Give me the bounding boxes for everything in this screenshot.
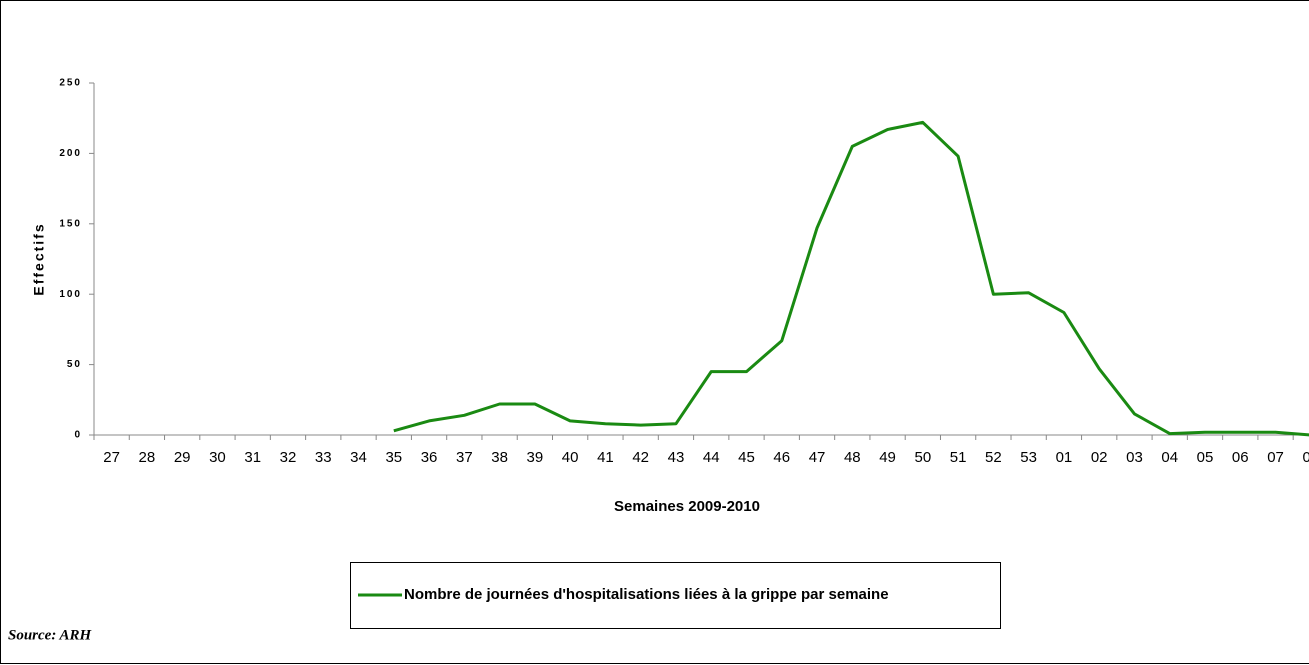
y-tick-label: 50 <box>67 359 82 370</box>
x-tick-label: 52 <box>985 449 1002 466</box>
x-tick-label: 42 <box>632 449 649 466</box>
x-tick-label: 47 <box>809 449 826 466</box>
x-tick-label: 48 <box>844 449 861 466</box>
x-tick-label: 28 <box>139 449 156 466</box>
x-tick-label: 02 <box>1091 449 1108 466</box>
y-tick-label: 150 <box>59 218 82 229</box>
x-tick-label: 36 <box>421 449 438 466</box>
data-line <box>393 120 1309 437</box>
y-tick-label: 100 <box>59 289 82 300</box>
legend-label: Nombre de journées d'hospitalisations li… <box>404 586 889 603</box>
x-axis-label: Semaines 2009-2010 <box>614 498 760 515</box>
x-tick-label: 01 <box>1056 449 1073 466</box>
x-tick-label: 30 <box>209 449 226 466</box>
x-tick-label: 45 <box>738 449 755 466</box>
x-tick-label: 35 <box>385 449 402 466</box>
y-axis-label: Effectifs <box>31 222 47 295</box>
x-tick-label: 27 <box>103 449 120 466</box>
x-tick-label: 44 <box>703 449 720 466</box>
x-tick-label: 53 <box>1020 449 1037 466</box>
x-tick-label: 43 <box>668 449 685 466</box>
x-tick-label: 46 <box>773 449 790 466</box>
x-tick-label: 34 <box>350 449 367 466</box>
y-tick-label: 250 <box>59 78 82 89</box>
x-tick-label: 39 <box>527 449 544 466</box>
legend-box <box>350 562 1001 629</box>
x-tick-label: 33 <box>315 449 332 466</box>
x-tick-label: 29 <box>174 449 191 466</box>
x-tick-label: 37 <box>456 449 473 466</box>
x-tick-label: 49 <box>879 449 896 466</box>
x-tick-label: 38 <box>491 449 508 466</box>
x-tick-label: 31 <box>244 449 261 466</box>
x-tick-label: 05 <box>1197 449 1214 466</box>
x-tick-label: 50 <box>915 449 932 466</box>
x-tick-label: 04 <box>1161 449 1178 466</box>
source-note: Source: ARH <box>8 627 93 643</box>
x-tick-label: 07 <box>1267 449 1284 466</box>
x-tick-label: 06 <box>1232 449 1249 466</box>
x-tick-label: 03 <box>1126 449 1143 466</box>
x-tick-label: 08 <box>1302 449 1309 466</box>
x-tick-label: 32 <box>280 449 297 466</box>
x-tick-label: 40 <box>562 449 579 466</box>
x-tick-label: 51 <box>950 449 967 466</box>
y-tick-label: 0 <box>74 430 82 441</box>
x-tick-label: 41 <box>597 449 614 466</box>
y-tick-label: 200 <box>59 148 82 159</box>
